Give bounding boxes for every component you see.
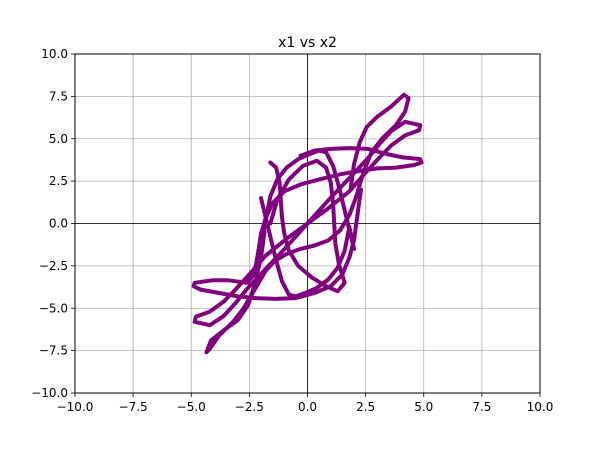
y-tick-label: −7.5 xyxy=(39,344,68,358)
x-tick-label: −5.0 xyxy=(177,400,206,414)
x-tick-label: 2.5 xyxy=(356,400,375,414)
series-line-5 xyxy=(259,148,356,299)
ticks xyxy=(71,53,541,397)
y-tick-label: −5.0 xyxy=(39,301,68,315)
y-tick-label: 7.5 xyxy=(49,89,68,103)
series-line-4 xyxy=(268,158,347,294)
tick-labels: −10.0 −7.5 −5.0 −2.5 0.0 2.5 5.0 7.5 10.0 −10.0 −7… xyxy=(31,47,553,414)
y-tick-label: −2.5 xyxy=(39,259,68,273)
series-line-3 xyxy=(191,146,424,301)
x-tick-label: 10.0 xyxy=(527,400,554,414)
chart-title: x1 vs x2 xyxy=(278,35,337,51)
x-tick-label: 5.0 xyxy=(414,400,433,414)
x-tick-label: −10.0 xyxy=(57,400,94,414)
x-tick-label: −7.5 xyxy=(119,400,148,414)
y-tick-label: −10.0 xyxy=(31,386,68,400)
y-tick-label: 5.0 xyxy=(49,132,68,146)
series-line-2 xyxy=(204,92,411,355)
x-tick-label: 7.5 xyxy=(472,400,491,414)
x-tick-label: −2.5 xyxy=(235,400,264,414)
y-tick-label: 0.0 xyxy=(49,217,68,231)
y-tick-label: 10.0 xyxy=(41,47,68,61)
y-tick-label: 2.5 xyxy=(49,174,68,188)
x-tick-label: 0.0 xyxy=(298,400,317,414)
series-layer xyxy=(191,92,424,355)
